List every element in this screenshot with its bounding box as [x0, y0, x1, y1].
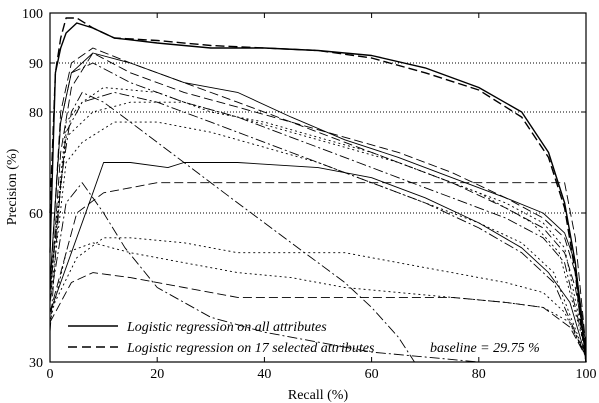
x-tick-label: 60: [365, 367, 379, 382]
plot-area: 0 20 40 60 80 100 30 60 80 90 100: [22, 7, 597, 382]
y-tick-label: 60: [29, 207, 43, 222]
x-tick-label: 80: [472, 367, 486, 382]
series-line: [49, 91, 587, 358]
series-line: [49, 272, 587, 358]
series-line: [49, 22, 587, 363]
y-tick-label: 30: [29, 356, 43, 371]
series-line: [49, 162, 587, 358]
baseline-annotation: baseline = 29.75 %: [430, 341, 540, 356]
x-tick-label: 40: [257, 367, 271, 382]
y-tick-label: 90: [29, 57, 43, 72]
series-line: [49, 237, 587, 358]
series-layer: [49, 17, 587, 363]
series-line: [49, 182, 479, 363]
series-line: [49, 62, 587, 353]
legend-label-all-attributes: Logistic regression on all attributes: [126, 320, 327, 335]
gridlines: [50, 62, 586, 214]
x-axis-title: Recall (%): [288, 388, 349, 403]
legend: Logistic regression on all attributes Lo…: [68, 320, 540, 356]
x-tick-label: 100: [576, 367, 597, 382]
series-line: [49, 87, 587, 353]
series-line: [49, 101, 587, 353]
x-tick-label: 0: [47, 367, 54, 382]
ticks: 0 20 40 60 80 100 30 60 80 90 100: [22, 7, 597, 382]
series-line: [49, 182, 587, 348]
series-line: [49, 52, 587, 353]
series-line: [49, 17, 587, 363]
series-line: [49, 91, 415, 363]
plot-frame: [49, 12, 587, 363]
y-tick-label: 100: [22, 7, 43, 22]
y-tick-label: 80: [29, 106, 43, 121]
series-line: [49, 52, 587, 348]
legend-label-17-attributes: Logistic regression on 17 selected attri…: [126, 341, 375, 356]
x-tick-label: 20: [150, 367, 164, 382]
series-line: [49, 121, 587, 358]
y-axis-title: Precision (%): [5, 148, 20, 225]
series-line: [49, 47, 587, 348]
series-line: [49, 242, 587, 358]
